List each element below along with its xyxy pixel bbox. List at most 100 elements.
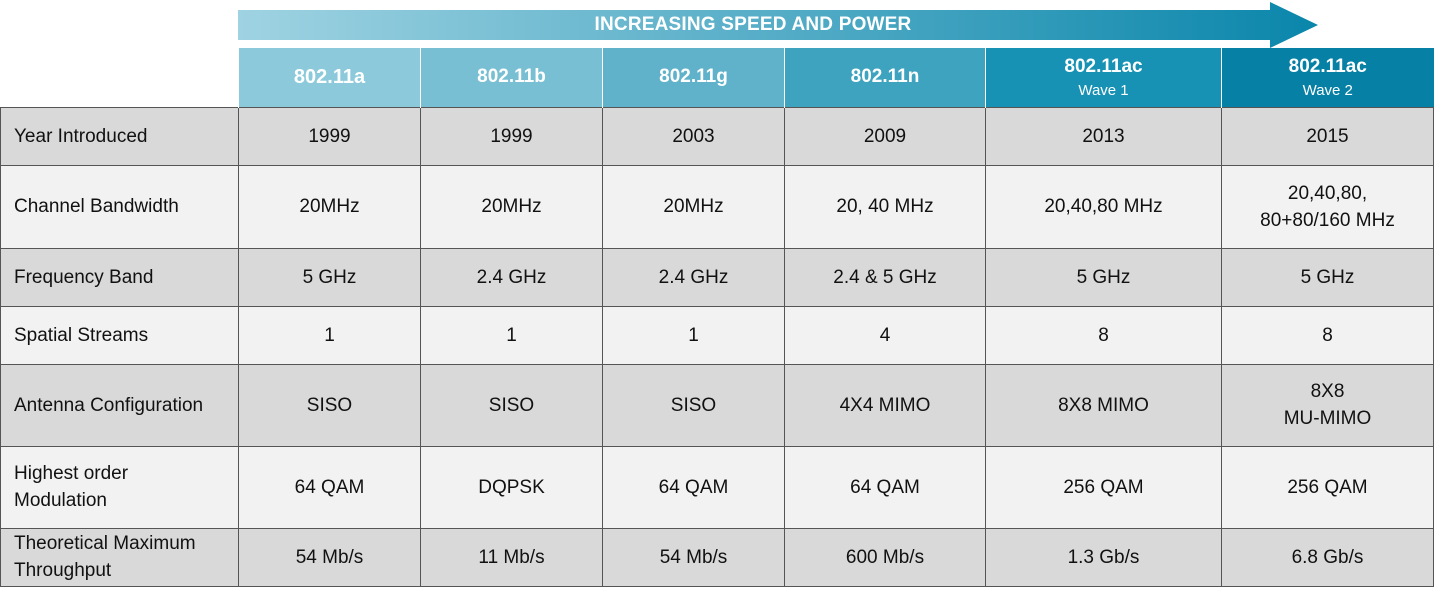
table-cell: 20,40,80, 80+80/160 MHz [1221, 164, 1434, 249]
column-subtitle: Wave 2 [1302, 81, 1353, 99]
row-year-introduced: Year Introduced 1999 1999 2003 2009 2013 2015 [0, 106, 1434, 166]
table-cell: 2015 [1221, 106, 1434, 166]
row-label: Year Introduced [0, 106, 239, 166]
table-cell: 20,40,80 MHz [985, 164, 1222, 249]
row-theoretical-maximum-throughput: Theoretical Maximum Throughput 54 Mb/s 11 M… [0, 527, 1434, 587]
column-header: 802.11a [238, 48, 421, 107]
cell-value: 1999 [490, 125, 533, 147]
cell-value: 1 [324, 324, 335, 346]
row-label: Antenna Configuration [0, 363, 239, 447]
table-cell: SISO [420, 363, 603, 447]
cell-value: 20MHz [663, 196, 724, 217]
table-cell: DQPSK [420, 445, 603, 529]
cell-value: 2015 [1306, 125, 1349, 147]
row-label: Theoretical Maximum Throughput [0, 527, 239, 587]
cell-value: 1 [688, 324, 699, 346]
cell-value: 20MHz [299, 196, 360, 217]
cell-value: 8 [1098, 324, 1109, 346]
column-standard: 802.11b [477, 66, 546, 88]
cell-value: 8 [1322, 324, 1333, 346]
column-standard: 802.11n [850, 66, 920, 88]
table-cell: 4 [784, 305, 986, 365]
cell-value: 20,40,80, [1287, 182, 1368, 204]
cell-value: 1999 [308, 125, 351, 147]
cell-value: 54 Mb/s [295, 546, 364, 568]
table-cell: 11 Mb/s [420, 527, 603, 587]
column-standard: 802.11ac [1288, 55, 1367, 77]
table-cell: 1 [420, 305, 603, 365]
row-label-line: Antenna Configuration [14, 394, 204, 416]
table-cell: 8X8 MIMO [985, 363, 1222, 447]
cell-value: 2009 [863, 125, 907, 147]
table-cell: 54 Mb/s [238, 527, 421, 587]
table-cell: 1 [602, 305, 785, 365]
cell-value: SISO [670, 394, 717, 416]
row-frequency-band: Frequency Band 5 GHz 2.4 GHz 2.4 GHz 2.4 & 5… [0, 247, 1434, 307]
cell-value: MU-MIMO [1283, 408, 1372, 429]
table-cell: 64 QAM [238, 445, 421, 529]
cell-value: 6.8 Gb/s [1291, 546, 1364, 568]
table-cell: 6.8 Gb/s [1221, 527, 1434, 587]
header-corner [0, 48, 239, 107]
table-cell: 1 [238, 305, 421, 365]
cell-value: 256 QAM [1287, 476, 1368, 498]
row-label-line: Frequency Band [14, 266, 154, 288]
cell-value: 64 QAM [658, 476, 729, 498]
column-subtitle: Wave 1 [1078, 81, 1129, 99]
cell-value: 5 GHz [1076, 266, 1131, 288]
table-cell: 54 Mb/s [602, 527, 785, 587]
table-cell: 1999 [420, 106, 603, 166]
row-label-line: Spatial Streams [14, 324, 149, 346]
table-cell: 2.4 GHz [420, 247, 603, 307]
row-antenna-configuration: Antenna Configuration SISO SISO SISO 4X4 MIM… [0, 363, 1434, 447]
column-standard: 802.11a [293, 65, 366, 88]
table-cell: SISO [238, 363, 421, 447]
cell-value: 8X8 [1310, 381, 1345, 402]
table-cell: 600 Mb/s [784, 527, 986, 587]
table-cell: 2009 [784, 106, 986, 166]
table-cell: 8 [985, 305, 1222, 365]
header-row: 802.11a 802.11b 802.11g 802.11n 802.11ac… [0, 48, 1434, 107]
cell-value: 4X4 MIMO [839, 394, 931, 416]
table-cell: 64 QAM [602, 445, 785, 529]
table-cell: 2013 [985, 106, 1222, 166]
table-cell: 256 QAM [1221, 445, 1434, 529]
table-cell: 64 QAM [784, 445, 986, 529]
table-cell: 2.4 GHz [602, 247, 785, 307]
cell-value: 2.4 GHz [476, 266, 547, 288]
cell-value: 20, 40 MHz [836, 196, 934, 217]
cell-value: 64 QAM [850, 476, 920, 498]
table-cell: 20, 40 MHz [784, 164, 986, 249]
cell-value: 5 GHz [1300, 266, 1355, 288]
row-label-line: Year Introduced [14, 125, 148, 147]
table-cell: 8 [1221, 305, 1434, 365]
column-header: 802.11g [602, 48, 785, 107]
cell-value: 2003 [672, 125, 715, 147]
column-header: 802.11b [420, 48, 603, 107]
column-standard: 802.11g [659, 66, 728, 88]
table-cell: 20MHz [602, 164, 785, 249]
cell-value: 2013 [1082, 125, 1125, 147]
row-label: Channel Bandwidth [0, 164, 239, 249]
cell-value: 4 [879, 324, 891, 346]
cell-value: 1.3 Gb/s [1067, 546, 1140, 568]
banner-label: INCREASING SPEED AND POWER [594, 14, 912, 35]
column-header: 802.11ac Wave 1 [985, 48, 1222, 107]
cell-value: 2.4 GHz [658, 266, 729, 288]
row-label-line: Theoretical Maximum [14, 533, 196, 554]
table-cell: 1.3 Gb/s [985, 527, 1222, 587]
cell-value: 600 Mb/s [845, 546, 925, 568]
cell-value: SISO [488, 394, 535, 416]
cell-value: 8X8 MIMO [1058, 394, 1149, 416]
table-cell: 2.4 & 5 GHz [784, 247, 986, 307]
row-label-line: Throughput [14, 560, 112, 581]
cell-value: 5 GHz [302, 266, 357, 288]
cell-value: 256 QAM [1063, 476, 1144, 498]
row-label-line: Channel Bandwidth [14, 196, 179, 217]
cell-value: SISO [306, 394, 353, 416]
table-cell: SISO [602, 363, 785, 447]
row-spatial-streams: Spatial Streams 1 1 1 4 8 8 [0, 305, 1434, 365]
table-cell: 4X4 MIMO [784, 363, 986, 447]
row-label: Highest order Modulation [0, 445, 239, 529]
cell-value: 64 QAM [294, 476, 365, 498]
